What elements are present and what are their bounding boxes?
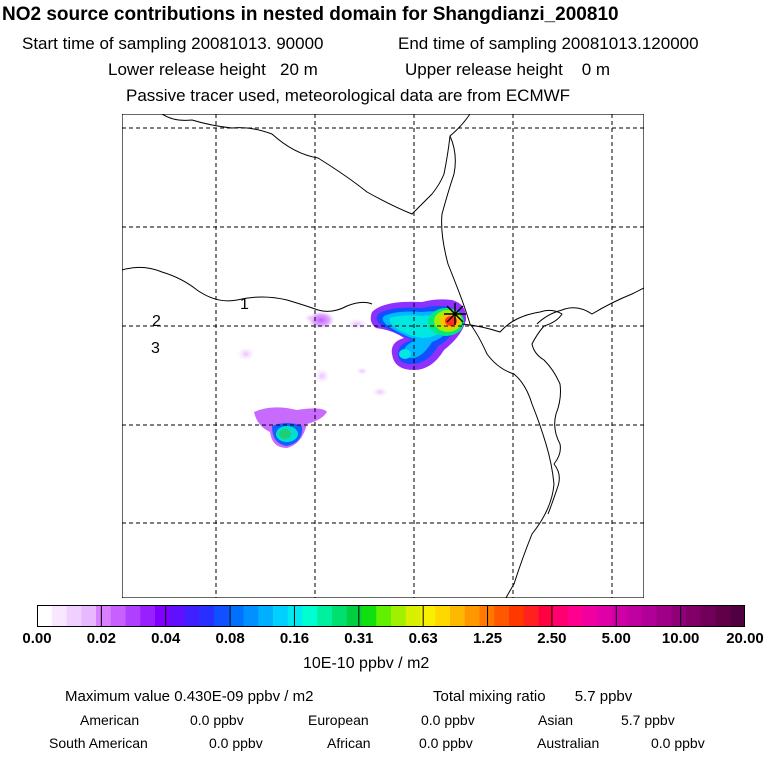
colorbar-cell [51, 605, 68, 627]
map-frame [122, 114, 644, 598]
colorbar-tick-label: 5.00 [601, 630, 631, 647]
colorbar-cell [81, 605, 97, 627]
colorbar-cell [553, 605, 569, 627]
colorbar-tick-label: 2.50 [537, 630, 567, 647]
colorbar-cell [405, 605, 422, 627]
plume-patch [279, 429, 291, 439]
lower-release-label: Lower release height 20 m [108, 60, 318, 79]
colorbar-cell [169, 605, 186, 627]
plume-patch [314, 368, 330, 384]
plume-patch [304, 314, 316, 322]
map-label-3: 3 [151, 340, 160, 357]
region-name: Australian [537, 735, 600, 751]
colorbar-cell [317, 605, 333, 627]
colorbar-cell [199, 605, 215, 627]
colorbar [37, 605, 745, 627]
map-label-2: 2 [152, 313, 161, 330]
colorbar-cell [700, 605, 717, 627]
start-time-label: Start time of sampling 20081013. 90000 [22, 34, 324, 53]
colorbar-tick-label: 1.25 [472, 630, 503, 647]
colorbar-cell [287, 605, 304, 627]
colorbar-tick-label: 0.08 [215, 630, 245, 647]
colorbar-cell [66, 605, 82, 627]
region-name: Asian [538, 712, 574, 728]
colorbar-cell [420, 605, 436, 627]
plume-patch [445, 316, 457, 326]
receptor-site-marker [444, 303, 466, 325]
colorbar-cell [597, 605, 613, 627]
colorbar-cell [627, 605, 643, 627]
colorbar-tick-label: 0.00 [22, 630, 52, 647]
plume-patch [237, 347, 255, 361]
colorbar-cell [155, 605, 171, 627]
colorbar-cell [612, 605, 628, 627]
map-label-1: 1 [240, 296, 249, 313]
colorbar-cell [37, 605, 53, 627]
max-value-label: Maximum value 0.430E-09 ppbv / m2 [65, 688, 314, 705]
colorbar-unit: 10E-10 ppbv / m2 [303, 655, 430, 672]
concentration-plumes [237, 299, 467, 448]
region-value: 0.0 ppbv [209, 735, 263, 751]
total-mixing-ratio-label: Total mixing ratio 5.7 ppbv [433, 688, 633, 705]
map-panel: 1 2 3 [122, 114, 644, 598]
colorbar-cell [568, 605, 584, 627]
borders [122, 114, 644, 598]
colorbar-cell [715, 605, 731, 627]
graticule [122, 114, 644, 598]
colorbar-cell [302, 605, 318, 627]
colorbar-cell [686, 605, 702, 627]
colorbar-cell [346, 605, 363, 627]
colorbar-cell [494, 605, 510, 627]
colorbar-cell [523, 605, 540, 627]
region-name: American [80, 712, 140, 728]
upper-release-label: Upper release height 0 m [405, 60, 611, 79]
colorbar-cell [258, 605, 274, 627]
colorbar-cell [391, 605, 407, 627]
colorbar-cell [435, 605, 451, 627]
colorbar-tick-label: 0.16 [279, 630, 310, 647]
colorbar-cell [538, 605, 554, 627]
colorbar-cell [656, 605, 672, 627]
colorbar-cell [376, 605, 392, 627]
plume-patch [345, 318, 369, 330]
colorbar-cell [140, 605, 156, 627]
region-value: 5.7 ppbv [621, 712, 675, 728]
colorbar-cell [641, 605, 658, 627]
colorbar-tick-label: 10.00 [661, 630, 700, 647]
colorbar-cell [273, 605, 289, 627]
colorbar-tick-label: 0.04 [151, 630, 181, 647]
colorbar-tick-label: 20.00 [726, 630, 764, 647]
region-name: South American [49, 735, 148, 751]
region-value: 0.0 ppbv [190, 712, 244, 728]
colorbar-cell [214, 605, 230, 627]
colorbar-cell [110, 605, 127, 627]
colorbar-cell [671, 605, 687, 627]
colorbar-cell [464, 605, 481, 627]
region-value: 0.0 ppbv [419, 735, 473, 751]
plume-patch [399, 349, 411, 359]
colorbar-tick-label: 0.31 [344, 630, 374, 647]
colorbar-cell [509, 605, 525, 627]
colorbar-tick-label: 0.63 [408, 630, 438, 647]
colorbar-cell [582, 605, 599, 627]
colorbar-cell [96, 605, 112, 627]
colorbar-cell [450, 605, 466, 627]
colorbar-cell [243, 605, 259, 627]
plume-patch [356, 367, 368, 375]
colorbar-tick-label: 0.02 [86, 630, 116, 647]
colorbar-cell [125, 605, 141, 627]
colorbar-cell [228, 605, 245, 627]
region-name: African [327, 735, 371, 751]
region-name: European [308, 712, 369, 728]
colorbar-cell [332, 605, 348, 627]
plume-patch [372, 387, 388, 397]
end-time-label: End time of sampling 20081013.120000 [398, 34, 699, 53]
tracer-info-label: Passive tracer used, meteorological data… [126, 86, 571, 105]
colorbar-cell [184, 605, 200, 627]
region-value: 0.0 ppbv [651, 735, 705, 751]
colorbar-cell [730, 605, 745, 627]
colorbar-cell [361, 605, 377, 627]
region-value: 0.0 ppbv [421, 712, 475, 728]
map-title: NO2 source contributions in nested domai… [2, 4, 619, 25]
